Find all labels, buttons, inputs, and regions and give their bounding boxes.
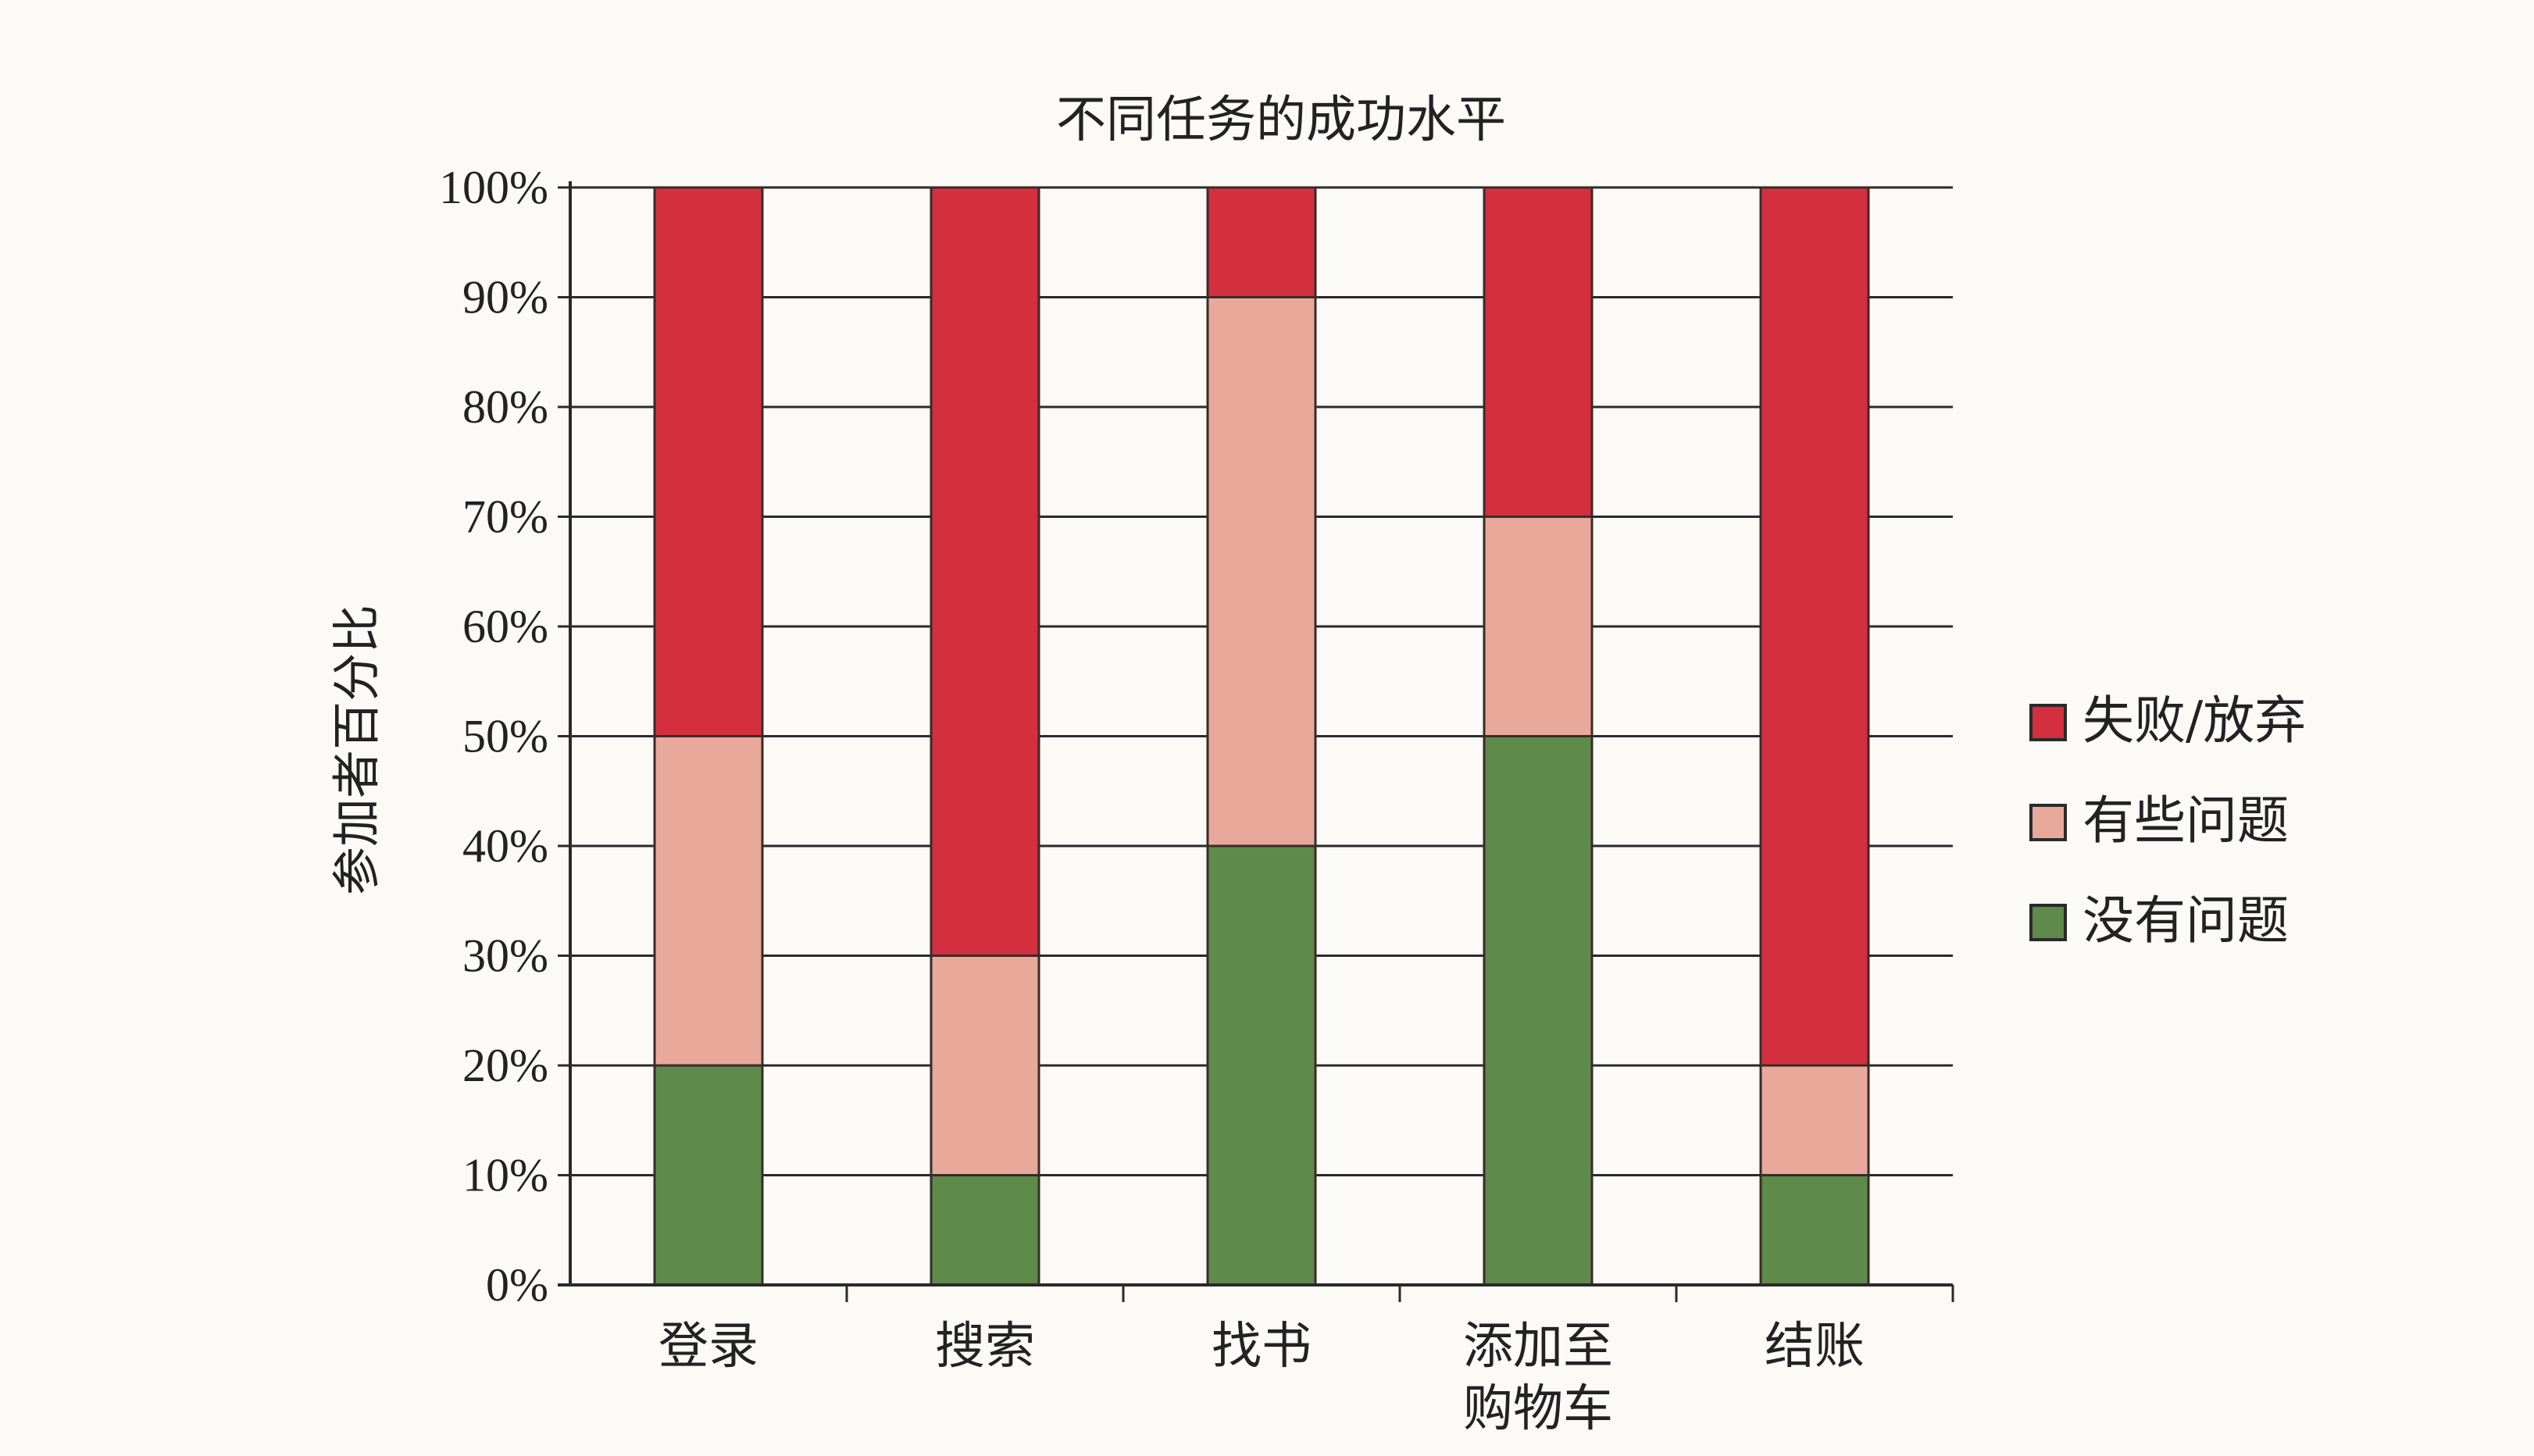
bar-segment [1206,844,1317,1286]
bar-segment [1759,1174,1870,1286]
bar-segment [653,1064,764,1286]
y-tick-label: 50% [462,711,548,762]
legend-swatch [2029,704,2067,741]
bar-segment [930,186,1040,957]
bar-segment [653,186,764,737]
y-tick-label: 70% [462,491,548,543]
legend-label: 没有问题 [2083,890,2289,951]
bars-layer [653,186,1870,1286]
bar-segment [1206,296,1317,848]
chart-title: 不同任务的成功水平 [1056,91,1506,149]
bar-segment [1759,1064,1870,1176]
bar-segment [653,735,764,1067]
category-label: 结账 [1765,1318,1865,1376]
bar-segment [1759,186,1870,1067]
bar-segment [930,955,1040,1176]
bar-segment [1206,186,1317,298]
y-tick-label: 80% [462,381,548,433]
legend-label: 失败/放弃 [2083,691,2306,751]
y-tick-label: 30% [462,930,548,982]
bar-segment [1483,186,1594,518]
y-tick-label: 60% [462,601,548,652]
legend-swatch [2029,804,2067,841]
legend-label: 有些问题 [2083,790,2289,851]
category-label: 找书 [1212,1318,1312,1376]
bar-segment [1483,735,1594,1286]
y-tick-label: 10% [462,1150,548,1201]
y-tick-labels: 0% 10% 20% 30% 40% 50% 60% 70% 80% 90% 100% [439,162,548,1311]
y-tick-label: 100% [439,162,548,213]
y-axis-label: 参加者百分比 [328,605,385,895]
legend-swatch [2029,904,2067,941]
y-tick-label: 40% [462,820,548,872]
y-tick-label: 90% [462,272,548,323]
bar-segment [1483,516,1594,737]
category-label: 购物车 [1463,1380,1613,1438]
category-label: 登录 [658,1318,758,1376]
y-tick-label: 0% [486,1259,548,1311]
category-label: 搜索 [935,1318,1035,1376]
axes-layer [558,181,1954,1302]
category-label: 添加至 [1463,1318,1613,1376]
y-tick-label: 20% [462,1040,548,1091]
bar-segment [930,1174,1040,1286]
